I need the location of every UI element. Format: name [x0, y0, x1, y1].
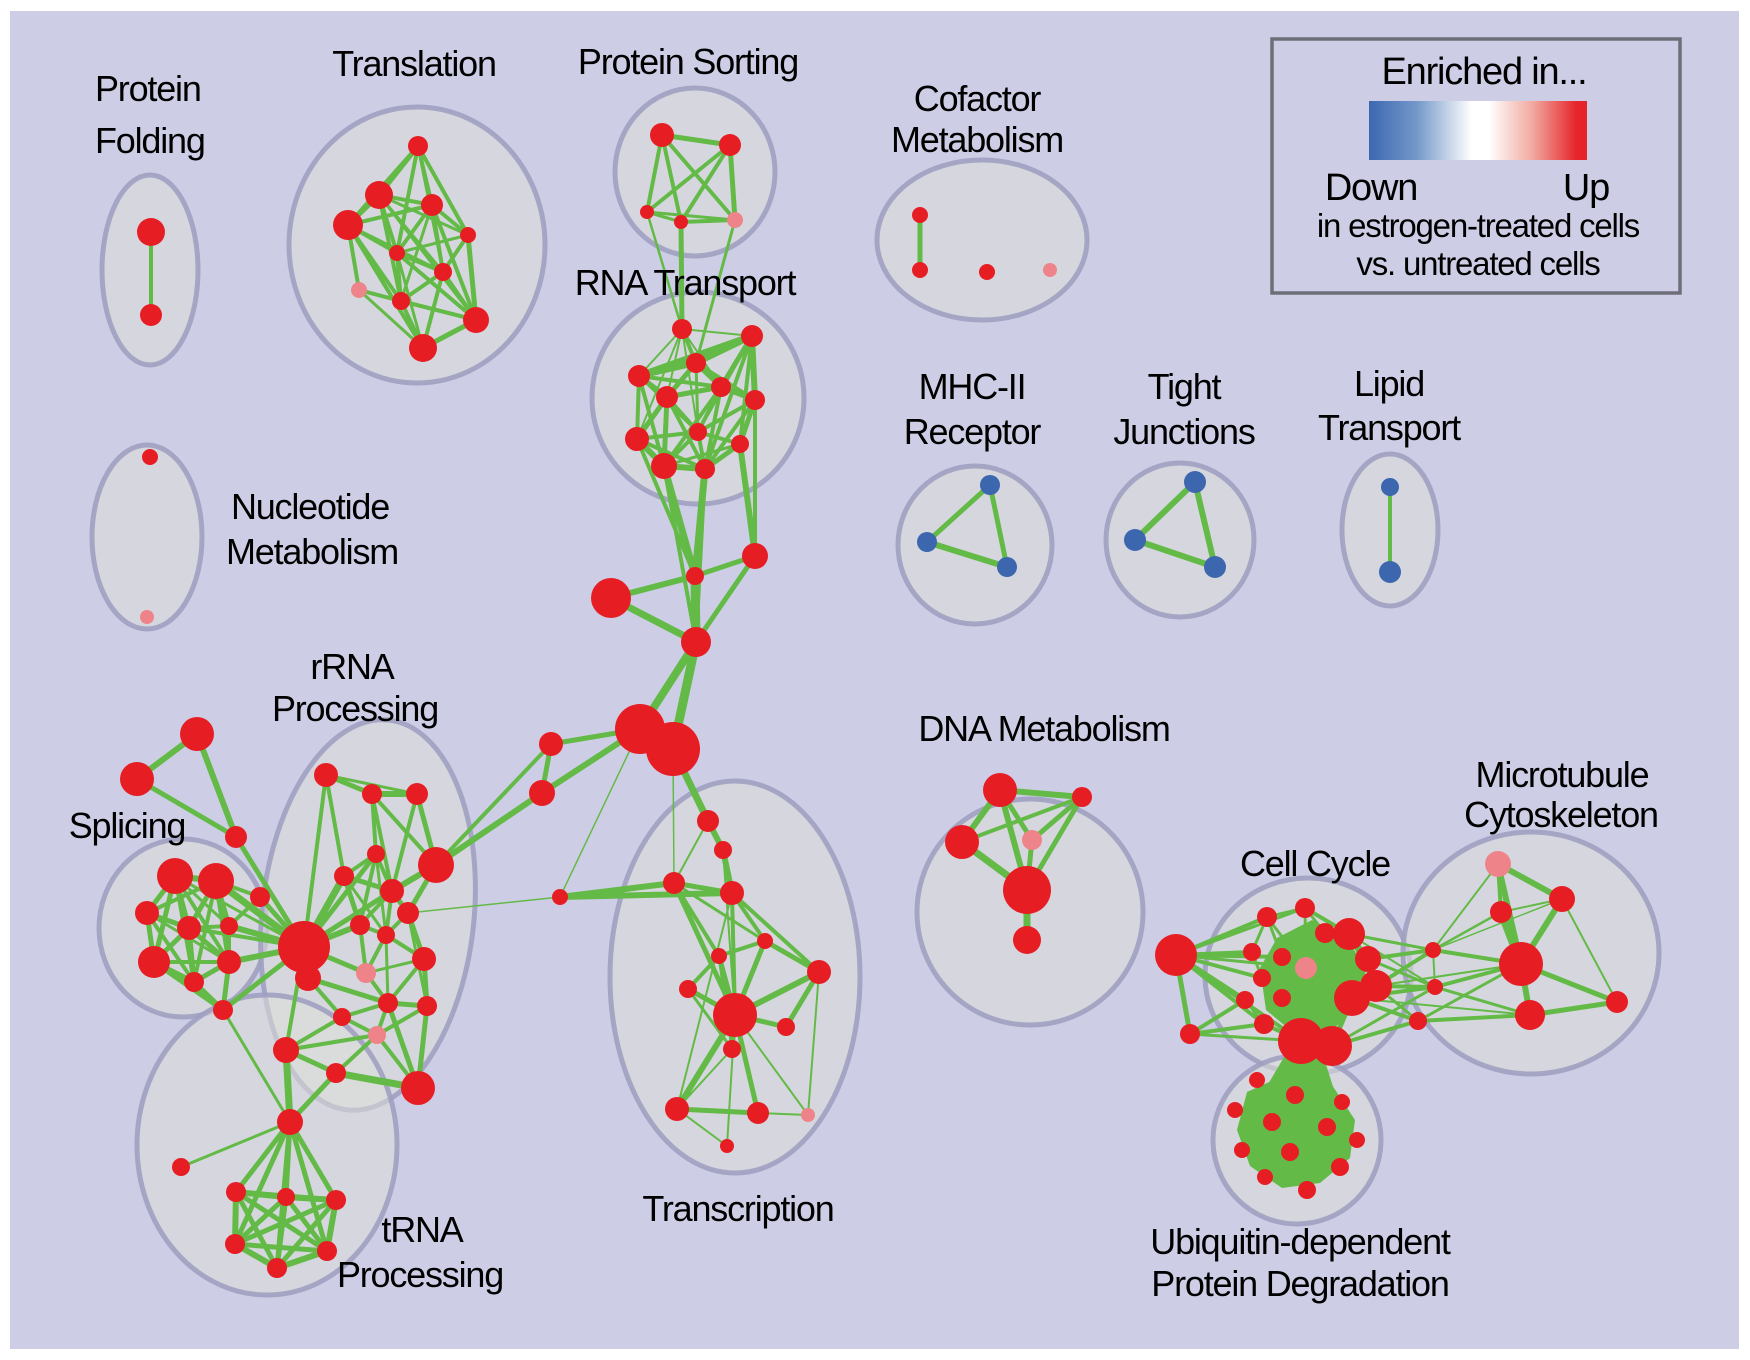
svg-text:Protein Sorting: Protein Sorting — [578, 41, 798, 82]
svg-text:Cell Cycle: Cell Cycle — [1240, 843, 1390, 884]
svg-text:DNA Metabolism: DNA Metabolism — [918, 708, 1169, 749]
svg-text:Cytoskeleton: Cytoskeleton — [1464, 794, 1658, 835]
svg-text:Metabolism: Metabolism — [891, 119, 1063, 160]
svg-text:Protein: Protein — [95, 68, 201, 109]
svg-text:RNA Transport: RNA Transport — [575, 262, 797, 303]
svg-text:Processing: Processing — [272, 688, 438, 729]
svg-text:vs. untreated cells: vs. untreated cells — [1356, 245, 1600, 282]
svg-text:Nucleotide: Nucleotide — [231, 486, 389, 527]
svg-text:Ubiquitin-dependent: Ubiquitin-dependent — [1150, 1221, 1451, 1262]
svg-text:Protein Degradation: Protein Degradation — [1151, 1263, 1448, 1304]
svg-text:Junctions: Junctions — [1113, 411, 1254, 452]
svg-text:Tight: Tight — [1148, 366, 1222, 407]
svg-text:Processing: Processing — [337, 1254, 503, 1295]
svg-text:Splicing: Splicing — [69, 805, 185, 846]
svg-text:Microtubule: Microtubule — [1476, 754, 1649, 795]
svg-text:Lipid: Lipid — [1354, 363, 1424, 404]
svg-text:tRNA: tRNA — [381, 1209, 463, 1250]
svg-text:Down: Down — [1325, 167, 1417, 209]
svg-text:Metabolism: Metabolism — [226, 531, 398, 572]
svg-text:MHC-II: MHC-II — [919, 366, 1026, 407]
svg-text:in estrogen-treated cells: in estrogen-treated cells — [1317, 207, 1640, 244]
svg-text:Translation: Translation — [332, 43, 496, 84]
svg-text:Cofactor: Cofactor — [914, 78, 1042, 119]
svg-text:rRNA: rRNA — [310, 646, 394, 687]
svg-text:Up: Up — [1563, 167, 1609, 209]
svg-text:Folding: Folding — [95, 120, 205, 161]
svg-text:Receptor: Receptor — [904, 411, 1042, 452]
svg-text:Transcription: Transcription — [642, 1188, 833, 1229]
svg-text:Enriched in...: Enriched in... — [1382, 51, 1587, 93]
svg-text:Transport: Transport — [1318, 407, 1461, 448]
